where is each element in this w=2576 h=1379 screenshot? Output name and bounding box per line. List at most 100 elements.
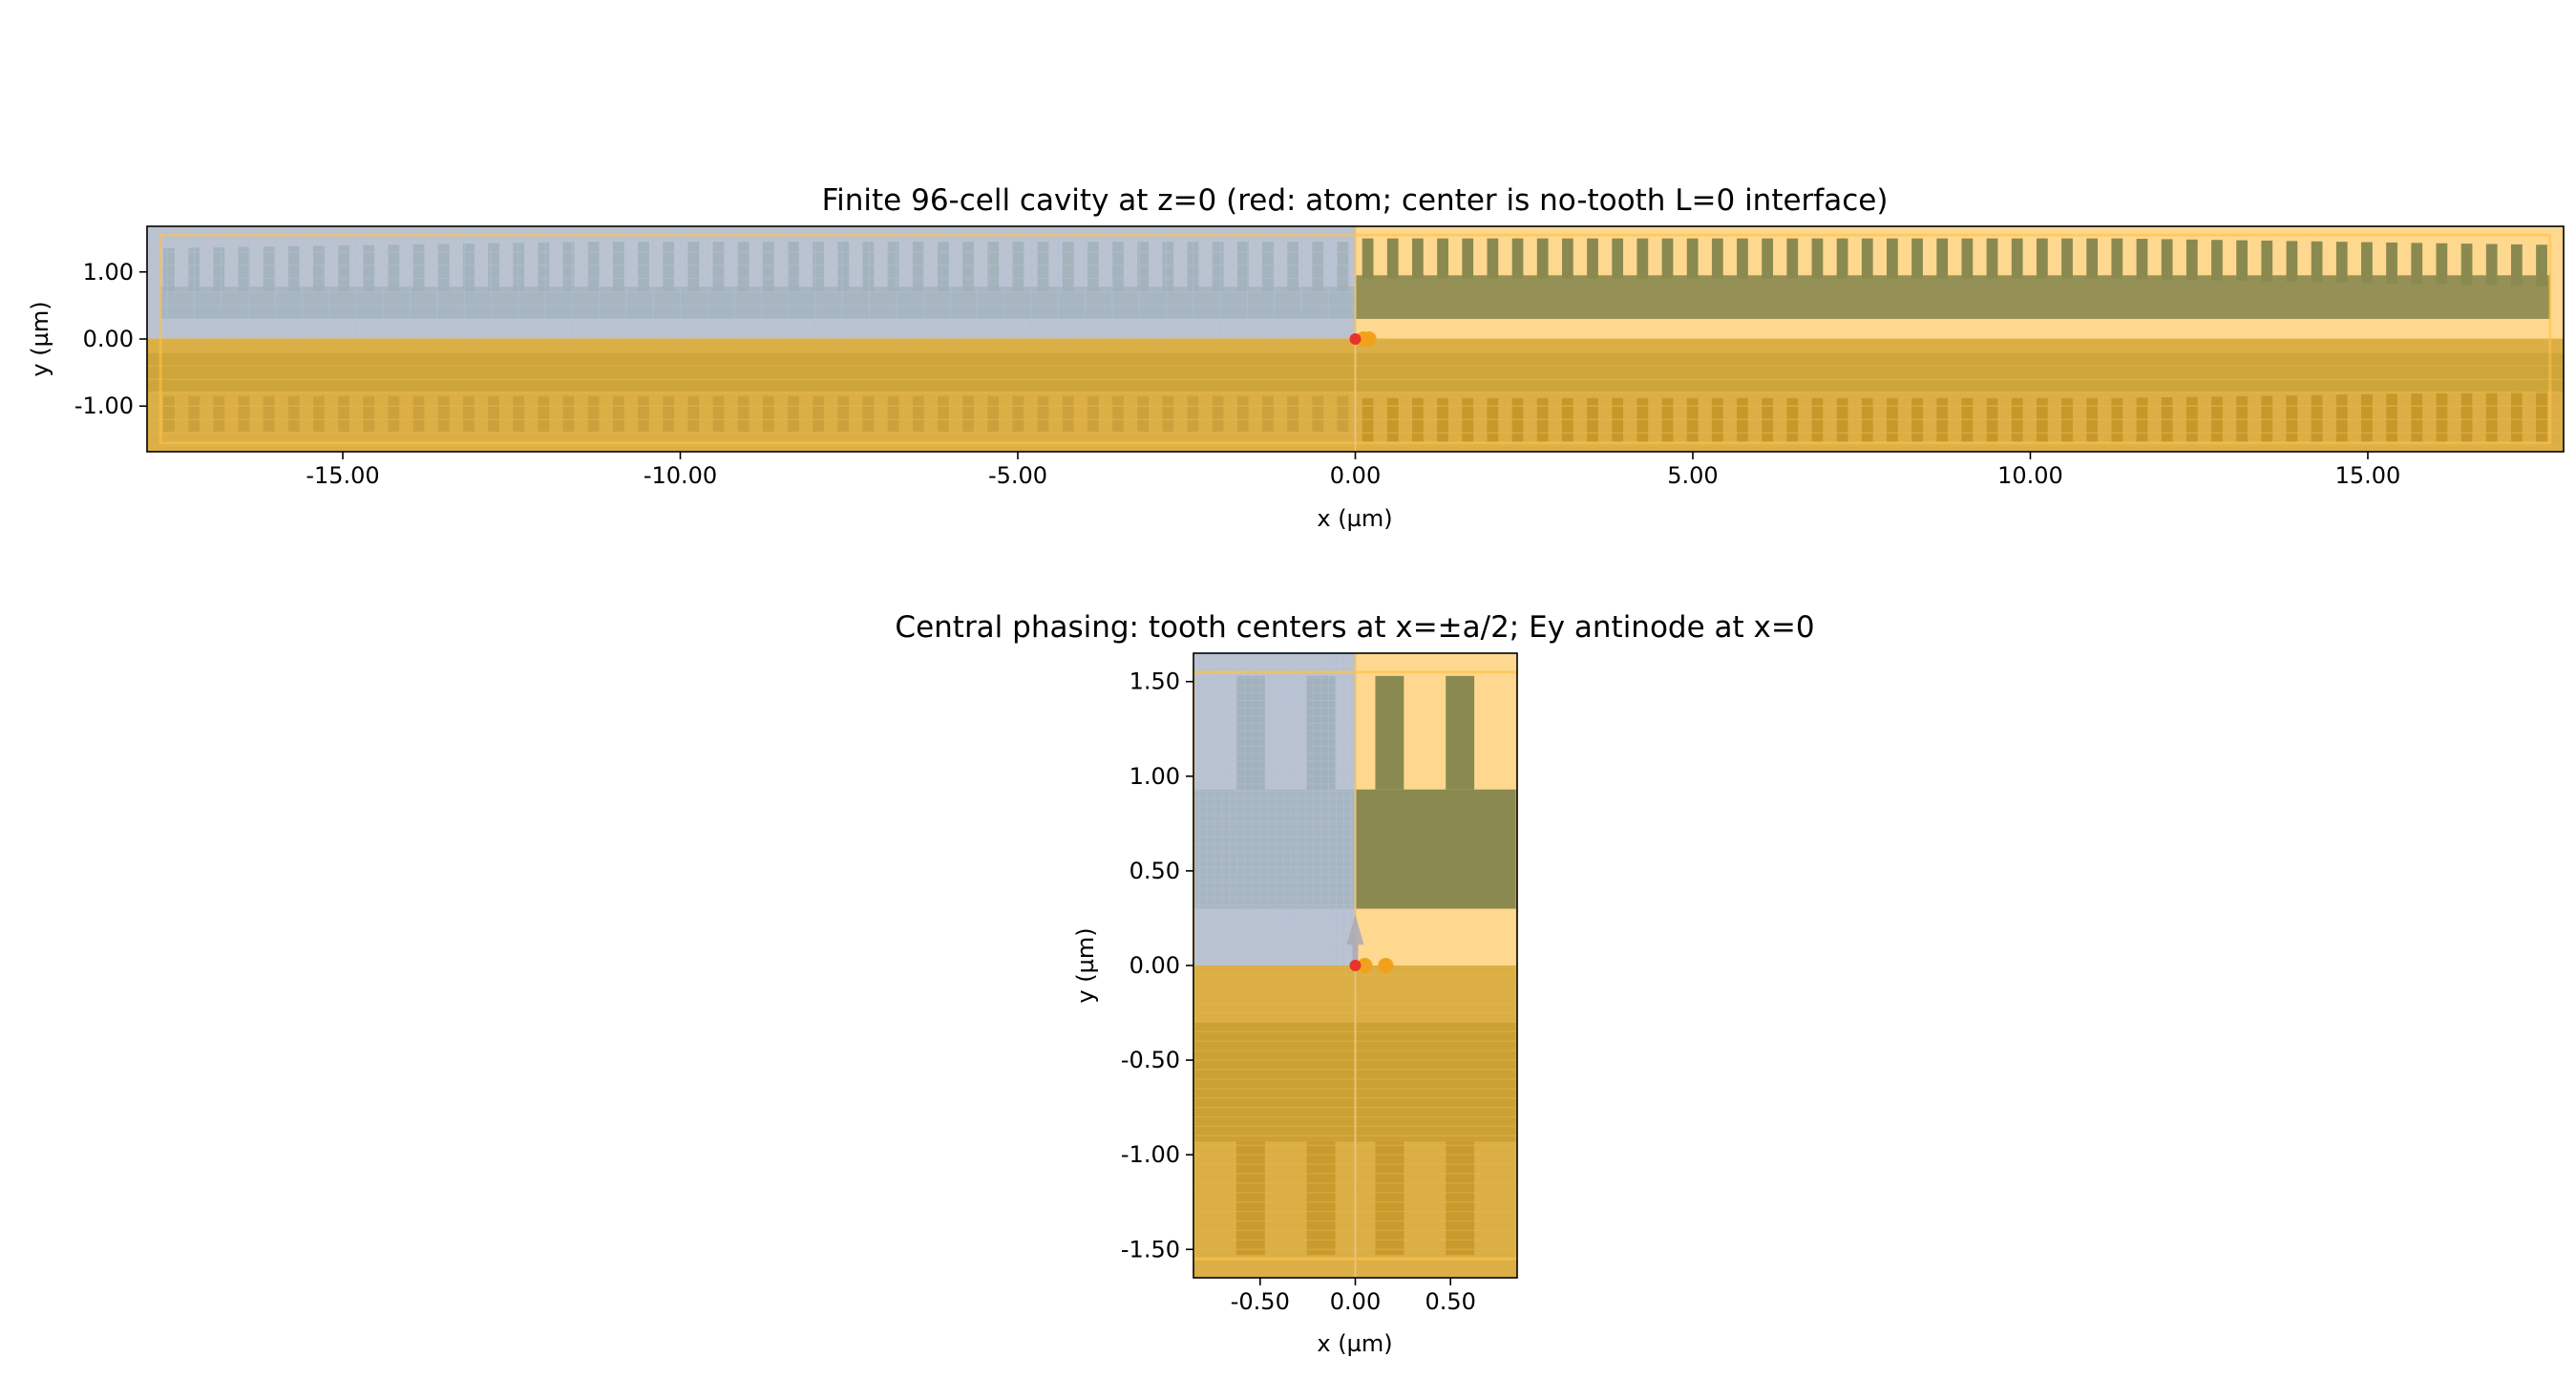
right-tooth — [1511, 238, 1524, 279]
left-lower-tooth — [488, 395, 499, 432]
right-tooth — [2086, 238, 2099, 279]
right-lower-tooth — [2485, 392, 2498, 442]
left-tooth — [837, 242, 850, 292]
right-tooth — [1961, 238, 1974, 279]
right-tooth — [1587, 238, 1598, 279]
left-tooth — [912, 242, 924, 292]
dipole-arrow — [1346, 914, 1364, 965]
left-lower-tooth — [462, 395, 475, 432]
left-lower-tooth — [513, 395, 525, 432]
right-lower-tooth — [2311, 394, 2323, 442]
top-structure — [147, 226, 2564, 452]
left-lower-tooth — [1062, 395, 1074, 432]
left-lower-tooth — [663, 395, 675, 432]
left-lower-tooth — [687, 395, 700, 432]
top-plot-area — [147, 226, 2564, 452]
left-tooth — [287, 245, 300, 292]
left-tooth — [813, 242, 824, 292]
right-tooth — [1811, 238, 1824, 279]
right-tooth — [1887, 238, 1898, 279]
left-lower-tooth — [1162, 395, 1174, 432]
y-tick-label: -1.00 — [1121, 1141, 1180, 1168]
left-lower-tooth — [1287, 395, 1299, 432]
left-tooth — [462, 244, 475, 292]
right-tooth — [2311, 241, 2323, 283]
x-tick-label: 0.00 — [1330, 462, 1381, 489]
left-lower-tooth — [1012, 395, 1024, 432]
right-tooth — [1836, 238, 1848, 279]
y-tick-label: -1.50 — [1121, 1236, 1180, 1262]
left-tooth — [938, 242, 949, 292]
y-tick-label: 0.00 — [1130, 952, 1180, 979]
x-tick-label: -10.00 — [644, 462, 717, 489]
left-tooth — [363, 244, 375, 292]
right-tooth — [1437, 238, 1448, 279]
left-tooth — [1312, 242, 1324, 292]
left-tooth — [1162, 242, 1174, 292]
left-tooth — [1337, 242, 1349, 292]
x-tick-label: -15.00 — [306, 462, 379, 489]
left-tooth — [338, 245, 349, 292]
y-tick-label: 1.00 — [83, 259, 134, 286]
left-lower-tooth — [938, 395, 949, 432]
right-lower-tooth — [2510, 392, 2523, 442]
source-marker — [1361, 331, 1377, 347]
lower-tooth — [1446, 1141, 1475, 1256]
lower-tooth — [1375, 1141, 1404, 1256]
left-tooth — [488, 243, 499, 292]
x-tick-label: 15.00 — [2335, 462, 2401, 489]
left-lower-tooth — [638, 395, 649, 432]
left-lower-tooth — [1337, 395, 1349, 432]
left-tooth — [213, 247, 225, 292]
left-tooth — [1236, 242, 1249, 292]
left-lower-tooth — [338, 395, 349, 432]
left-tooth — [263, 246, 275, 292]
left-mesh-overlay — [147, 226, 1356, 339]
bottom-structure — [1193, 653, 1517, 1278]
left-tooth — [612, 242, 624, 292]
left-tooth — [687, 242, 700, 292]
left-lower-tooth — [712, 395, 725, 432]
left-lower-tooth — [562, 395, 575, 432]
right-tooth — [2335, 242, 2348, 283]
left-tooth — [663, 242, 675, 292]
right-tooth — [1762, 238, 1773, 279]
left-tooth — [388, 244, 400, 292]
left-lower-tooth — [538, 395, 550, 432]
right-tooth — [1786, 238, 1799, 279]
right-tooth — [2361, 242, 2373, 284]
y-tick-label: 0.50 — [1130, 858, 1180, 884]
bottom-title: Central phasing: tooth centers at x=±a/2… — [895, 610, 1814, 645]
left-lower-tooth — [813, 395, 824, 432]
lower-tooth — [1235, 1141, 1265, 1256]
left-lower-tooth — [287, 395, 300, 432]
right-tooth — [2436, 243, 2448, 285]
right-tooth — [2261, 240, 2273, 282]
x-tick-label: -5.00 — [988, 462, 1047, 489]
right-beam — [1355, 275, 2550, 319]
y-tick-label: 1.50 — [1130, 668, 1180, 695]
right-tooth — [1487, 238, 1499, 279]
right-tooth — [1446, 675, 1475, 790]
panel-bottom: Central phasing: tooth centers at x=±a/2… — [895, 610, 1814, 1357]
right-tooth — [1612, 238, 1624, 279]
top-x-ticks: -15.00 -10.00 -5.00 0.00 5.00 10.00 15.00 — [306, 452, 2400, 489]
y-tick-label: 0.00 — [83, 326, 134, 352]
right-lower-tooth — [2536, 392, 2547, 442]
top-y-ticks: 1.00 0.00 -1.00 — [74, 259, 147, 419]
left-lower-tooth — [862, 395, 875, 432]
right-tooth — [2386, 242, 2397, 284]
right-tooth — [2211, 240, 2223, 281]
left-lower-tooth — [1312, 395, 1324, 432]
bottom-plot-area — [1193, 653, 1517, 1278]
atom-marker — [1349, 333, 1362, 345]
right-lower-tooth — [2386, 393, 2397, 442]
left-tooth — [587, 242, 600, 292]
right-tooth — [1936, 238, 1949, 279]
left-lower-tooth — [737, 395, 750, 432]
source-marker — [1357, 958, 1373, 973]
right-lower-tooth — [2436, 392, 2448, 442]
x-tick-label: 0.00 — [1330, 1288, 1381, 1315]
top-y-axis-label: y (µm) — [27, 301, 53, 376]
left-lower-tooth — [762, 395, 774, 432]
